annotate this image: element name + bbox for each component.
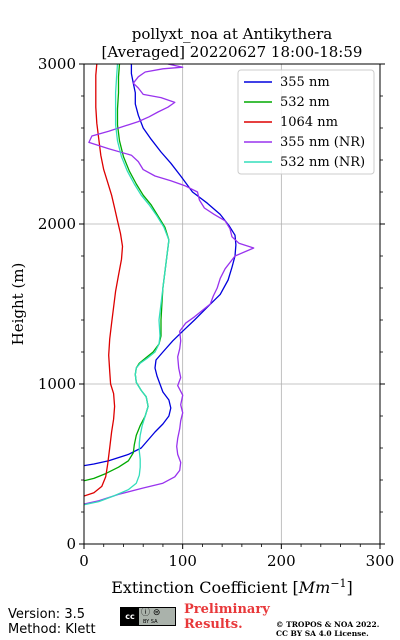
- method-label: Method: Klett: [8, 622, 96, 637]
- series-line-355-nm-nr: [84, 64, 255, 505]
- legend-label: 355 nm (NR): [280, 135, 365, 150]
- plot-frame: [83, 63, 381, 545]
- cc-logo-icon: cc: [121, 608, 139, 625]
- chart-title-line1: pollyxt_noa at Antikythera: [132, 25, 332, 43]
- legend-label: 532 nm (NR): [280, 155, 365, 170]
- y-tick-label: 0: [66, 535, 76, 553]
- preliminary-line2: Results.: [184, 617, 243, 632]
- cc-by-sa-icon: ⓘ ⊜: [141, 608, 161, 618]
- copyright-line1: © TROPOS & NOA 2022.: [276, 620, 380, 629]
- version-label: Version: 3.5: [8, 607, 85, 622]
- legend-label: 532 nm: [280, 95, 330, 110]
- preliminary-line1: Preliminary: [184, 602, 270, 617]
- chart: pollyxt_noa at Antikythera [Averaged] 20…: [9, 25, 395, 597]
- x-axis-label: Extinction Coefficient [Mm−1]: [111, 577, 353, 597]
- legend-box: [237, 69, 375, 175]
- legend: 355 nm 532 nm 1064 nm 355 nm (NR) 532 nm (NR…: [237, 69, 375, 175]
- legend-label: 1064 nm: [280, 115, 338, 130]
- copyright-notice: © TROPOS & NOA 2022. CC BY SA 4.0 Licens…: [276, 620, 398, 638]
- legend-label: 355 nm: [280, 75, 330, 90]
- y-tick-label: 3000: [38, 55, 76, 73]
- series-line-532-nm-nr: [84, 64, 170, 506]
- chart-title-line2: [Averaged] 20220627 18:00-18:59: [102, 43, 363, 61]
- x-tick-label: 0: [79, 552, 89, 570]
- preliminary-notice: Preliminary Results.: [184, 602, 279, 632]
- series-group: [84, 64, 255, 506]
- x-tick-label: 100: [168, 552, 197, 570]
- series-line-1064-nm: [84, 64, 124, 497]
- cc-license-badge: cc ⓘ ⊜ BY SA: [120, 607, 176, 626]
- x-tick-label: 300: [366, 552, 395, 570]
- y-tick-label: 1000: [38, 375, 76, 393]
- cc-by-sa-text: BY SA: [143, 619, 158, 625]
- series-line-355-nm: [84, 64, 237, 467]
- series-layer: [84, 64, 255, 506]
- y-tick-label: 2000: [38, 215, 76, 233]
- x-tick-label: 200: [267, 552, 296, 570]
- copyright-line2: CC BY SA 4.0 License.: [276, 629, 369, 638]
- y-axis-label: Height (m): [9, 263, 27, 346]
